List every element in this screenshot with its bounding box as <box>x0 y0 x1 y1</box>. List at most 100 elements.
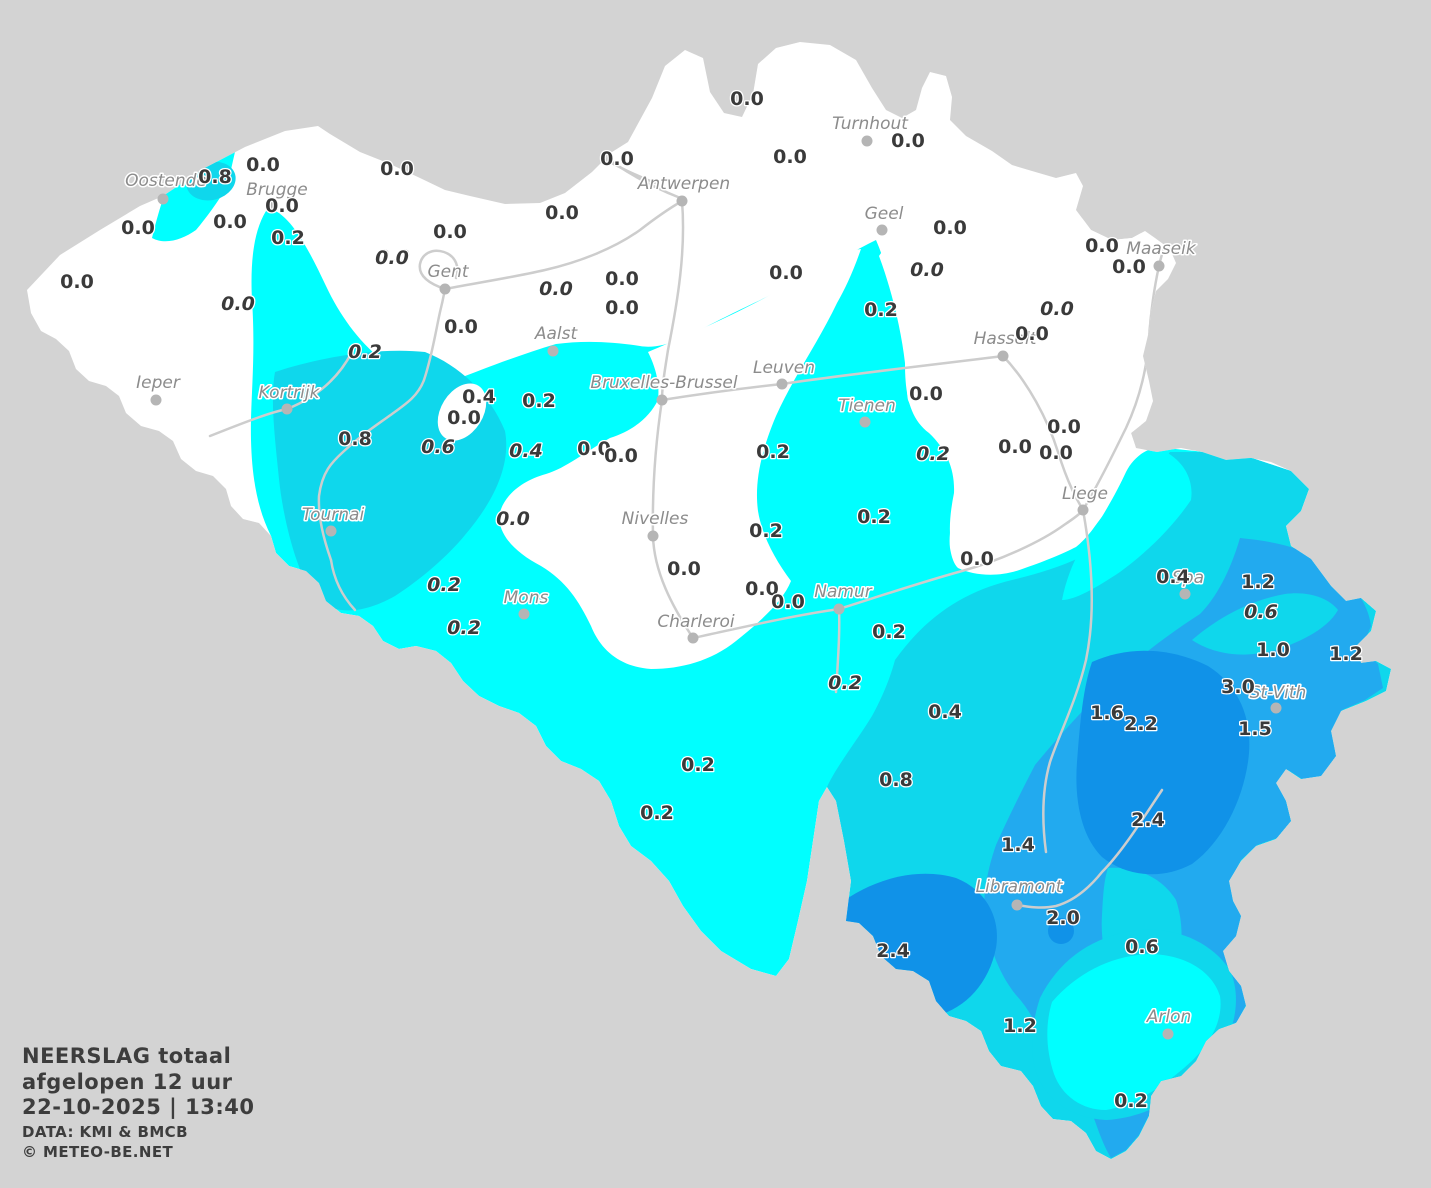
map-data-source: DATA: KMI & BMCB <box>22 1122 188 1141</box>
value-labels-layer: 0.8 0.0 0.0 0.0 0.0 0.0 0.2 0.0 0.0 0.0 0.2 0.0 0.0 0… <box>59 87 1364 1114</box>
precip-value: 0.2 <box>872 621 906 643</box>
map-title-block: NEERSLAG totaal afgelopen 12 uur 22-10-2… <box>22 1044 254 1161</box>
city-label-bruxelles-brussel: Bruxelles-Brussel <box>590 373 737 393</box>
river-schelde-lower <box>443 199 684 291</box>
city-dot-namur <box>833 603 845 615</box>
precip-value: 0.2 <box>427 574 461 596</box>
city-label-ieper: Ieper <box>136 373 181 393</box>
city-dot-tournai <box>325 525 337 537</box>
precip-value: 0.0 <box>1040 298 1074 320</box>
precip-value: 0.6 <box>1244 601 1278 623</box>
precip-value: 0.0 <box>769 262 803 284</box>
city-dot-libramont <box>1011 899 1023 911</box>
city-labels-layer: Oostende Brugge Antwerpen Turnhout Geel Maase… <box>124 113 1308 1040</box>
city-dot-turnhout <box>861 135 873 147</box>
precip-value: 0.0 <box>891 130 925 152</box>
city-dot-gent <box>439 283 451 295</box>
zone-bright-strip-spa <box>1062 452 1192 600</box>
precip-value: 3.0 <box>1221 676 1255 698</box>
map-title-line2: afgelopen 12 uur <box>22 1069 233 1094</box>
city-label-turnhout: Turnhout <box>832 114 909 134</box>
precip-value: 1.6 <box>1090 702 1124 724</box>
precip-value: 0.0 <box>667 558 701 580</box>
city-dot-aalst <box>547 345 559 357</box>
river-semois <box>1015 788 1164 909</box>
city-label-aalst: Aalst <box>534 324 579 344</box>
precip-value: 0.0 <box>600 148 634 170</box>
city-label-leuven: Leuven <box>753 358 815 378</box>
precip-value: 0.2 <box>640 802 674 824</box>
map-title-datetime: 22-10-2025 | 13:40 <box>22 1095 255 1120</box>
dry-hole-oudenaarde <box>437 383 487 441</box>
road-hasselt-liege <box>1001 354 1085 512</box>
city-dot-mons <box>518 608 530 620</box>
precip-value: 0.0 <box>933 217 967 239</box>
city-label-oostende: Oostende <box>125 171 207 191</box>
precip-value: 0.0 <box>1047 416 1081 438</box>
estuary-channel-1 <box>598 151 680 199</box>
city-label-tienen: Tienen <box>838 396 896 416</box>
city-dot-geel <box>876 224 888 236</box>
map-copyright: © METEO-BE.NET <box>22 1143 174 1162</box>
precip-value: 0.0 <box>121 217 155 239</box>
city-label-arlon: Arlon <box>1146 1007 1192 1027</box>
precip-value: 0.0 <box>433 221 467 243</box>
city-label-geel: Geel <box>865 204 904 224</box>
city-dot-maaseik <box>1153 260 1165 272</box>
precip-value: 0.0 <box>960 548 994 570</box>
precip-value: 0.8 <box>338 428 372 450</box>
city-dot-st-vith <box>1270 702 1282 714</box>
precip-value: 2.4 <box>876 940 910 962</box>
river-schelde-upper <box>317 287 447 562</box>
precip-value: 0.8 <box>879 769 913 791</box>
city-dot-liege <box>1077 504 1089 516</box>
precip-value: 0.0 <box>910 259 944 281</box>
city-dot-brugge <box>265 200 277 212</box>
precip-value: 1.5 <box>1238 718 1272 740</box>
precip-value: 0.0 <box>444 316 478 338</box>
precip-value: 0.4 <box>462 386 496 408</box>
precip-value: 0.0 <box>1085 235 1119 257</box>
city-dot-charleroi <box>687 632 699 644</box>
precip-value: 0.2 <box>681 754 715 776</box>
city-dot-ieper <box>150 394 162 406</box>
river-tournai-south <box>329 558 357 612</box>
precip-value: 0.0 <box>604 445 638 467</box>
precip-value: 0.0 <box>909 383 943 405</box>
city-label-st-vith: St-Vith <box>1250 683 1307 703</box>
precip-value: 0.4 <box>928 701 962 723</box>
city-dot-hasselt <box>997 350 1009 362</box>
precip-value: 0.0 <box>1039 442 1073 464</box>
precip-value: 0.0 <box>771 591 805 613</box>
city-label-hasselt: Hasselt <box>974 329 1038 349</box>
precip-value: 0.2 <box>828 672 862 694</box>
precip-value: 1.2 <box>1003 1015 1037 1037</box>
precip-value: 0.0 <box>773 146 807 168</box>
precip-value: 1.0 <box>1256 639 1290 661</box>
city-dot-oostende <box>157 193 169 205</box>
city-label-libramont: Libramont <box>976 877 1064 897</box>
precip-value: 0.2 <box>271 227 305 249</box>
precip-value: 0.0 <box>605 297 639 319</box>
city-label-antwerpen: Antwerpen <box>637 174 730 194</box>
precipitation-zones <box>152 141 1391 1159</box>
city-label-liege: Liege <box>1062 484 1108 504</box>
precip-value: 2.0 <box>1046 907 1080 929</box>
city-dot-spa <box>1179 588 1191 600</box>
city-label-namur: Namur <box>814 582 872 602</box>
gent-canal-loop <box>418 249 459 291</box>
city-dot-tienen <box>859 416 871 428</box>
city-label-nivelles: Nivelles <box>622 509 689 529</box>
precip-value: 0.0 <box>539 278 573 300</box>
dry-pocket-limburg-liege <box>879 149 1148 571</box>
precip-value: 0.2 <box>447 617 481 639</box>
city-label-kortrijk: Kortrijk <box>259 383 321 403</box>
precip-value: 1.2 <box>1241 571 1275 593</box>
zone-heavy-core-stvith <box>1076 650 1250 875</box>
precip-value: 0.0 <box>380 158 414 180</box>
city-label-spa: Spa <box>1172 568 1204 588</box>
city-label-brugge: Brugge <box>246 180 307 200</box>
city-dot-kortrijk <box>281 403 293 415</box>
precip-value: 0.0 <box>246 154 280 176</box>
